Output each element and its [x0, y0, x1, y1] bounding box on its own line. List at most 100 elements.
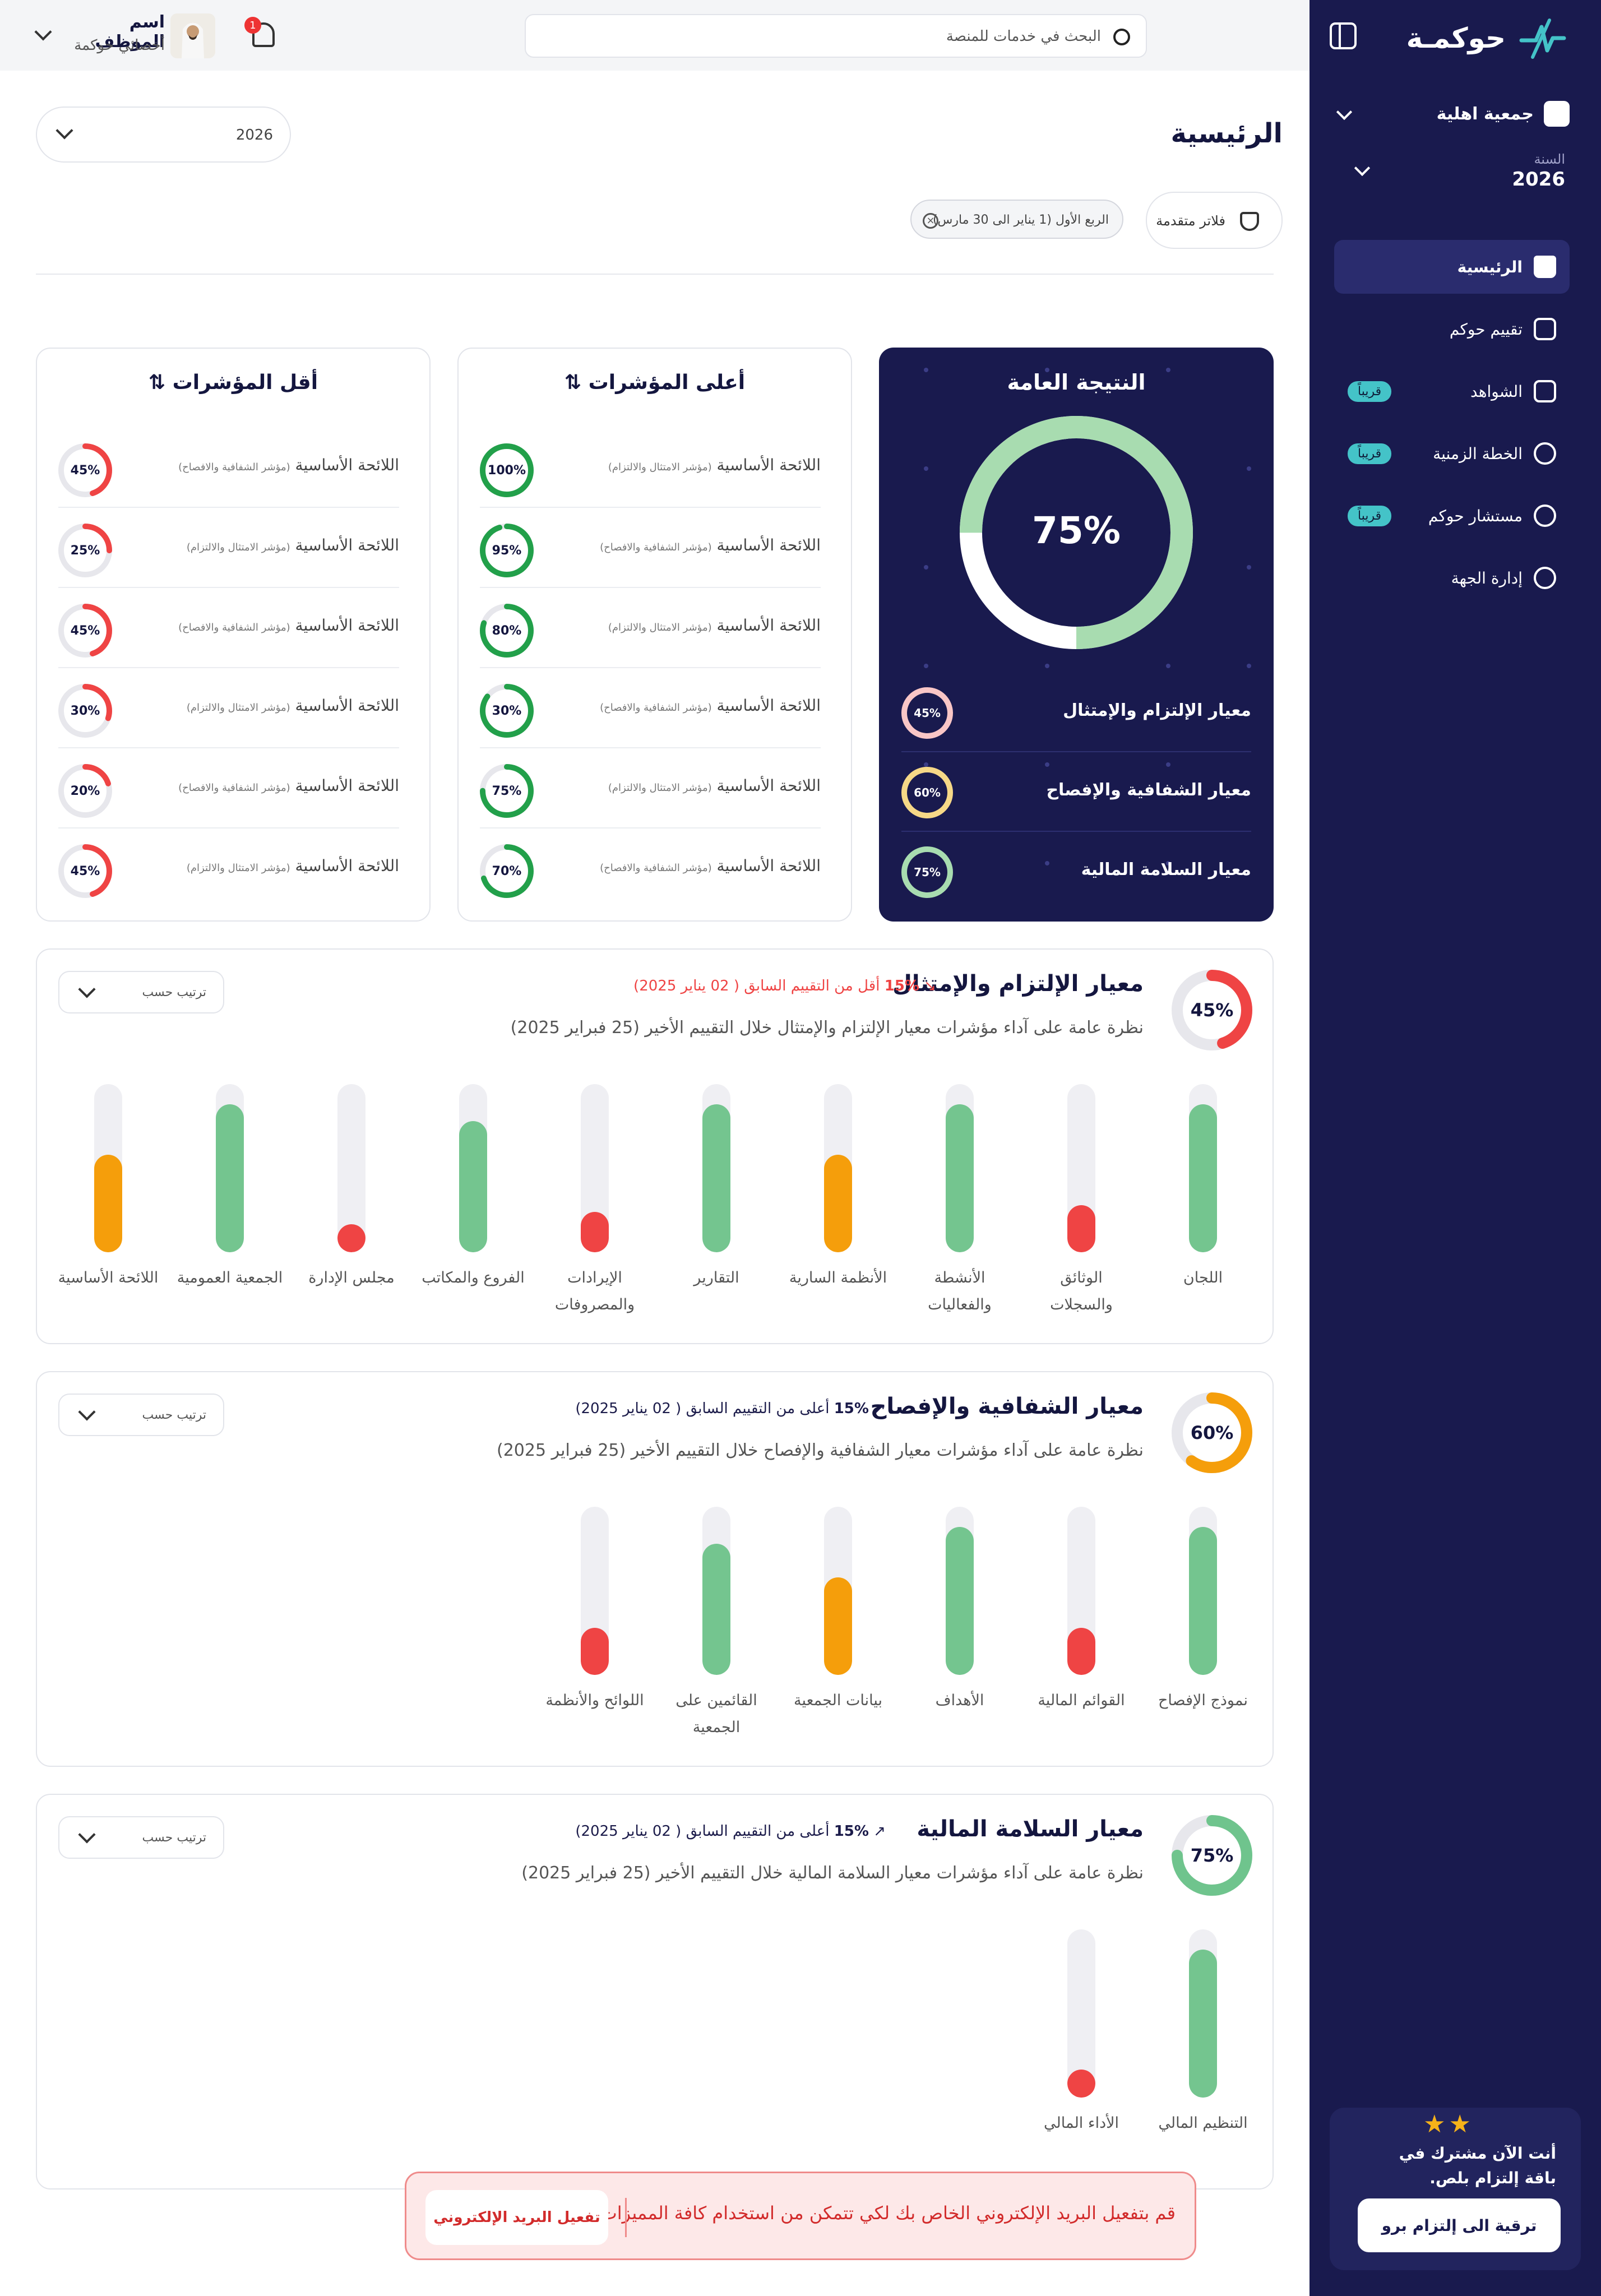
sort-dropdown[interactable]: ترتيب حسب	[58, 1394, 224, 1436]
indicator-percent: 70%	[492, 864, 522, 878]
indicator-row[interactable]: اللائحة الأساسية (مؤشر الشفافية والافصاح…	[480, 508, 821, 588]
bar[interactable]	[702, 1544, 730, 1675]
advanced-filters-button[interactable]: فلاتر متقدمة	[1146, 192, 1283, 249]
year-label: السنة	[1534, 151, 1566, 167]
bar[interactable]	[946, 1104, 974, 1252]
trend-down-icon: ↘	[924, 978, 936, 994]
sidebar-item-home[interactable]: الرئيسية	[1334, 240, 1570, 294]
bar-track	[1067, 1929, 1095, 2098]
standard-label: معيار الشفافية والإفصاح	[1046, 780, 1251, 800]
top-bar: 1 اسم الموظف أخصائي حوكمة	[0, 0, 1310, 71]
bar-track	[702, 1507, 730, 1675]
search-icon	[1113, 29, 1130, 45]
sidebar-item-advisor[interactable]: مستشار حوكم قريباً	[1334, 489, 1570, 543]
indicator-progress-ring	[480, 764, 534, 818]
logo-text: حوكمـة	[1406, 22, 1506, 54]
indicator-row[interactable]: اللائحة الأساسية (مؤشر الامتثال والالتزا…	[58, 828, 399, 909]
indicator-progress-ring	[58, 684, 112, 738]
overall-row[interactable]: معيار السلامة المالية 75%	[901, 833, 1251, 911]
bar-track	[1067, 1084, 1095, 1252]
overall-row[interactable]: معيار الشفافية والإفصاح 60%	[901, 753, 1251, 832]
standard-subtitle: نظرة عامة على آداء مؤشرات معيار الشفافية…	[496, 1441, 1144, 1460]
indicator-label: اللائحة الأساسية (مؤشر الشفافية والافصاح…	[178, 616, 399, 635]
indicator-progress-ring	[58, 764, 112, 818]
indicator-row[interactable]: اللائحة الأساسية (مؤشر الامتثال والالتزا…	[480, 588, 821, 668]
sidebar-item-settings[interactable]: إدارة الجهة	[1334, 551, 1570, 605]
indicator-percent: 45%	[70, 623, 100, 638]
bar[interactable]	[216, 1104, 244, 1252]
chevron-down-icon	[78, 980, 96, 998]
indicator-row[interactable]: اللائحة الأساسية (مؤشر الشفافية والافصاح…	[58, 428, 399, 508]
close-icon[interactable]: ×	[923, 213, 938, 229]
bar[interactable]	[1067, 1628, 1095, 1675]
bar[interactable]	[824, 1155, 852, 1252]
bar[interactable]	[702, 1104, 730, 1252]
bar-label: نموذج الإفصاح	[1158, 1692, 1248, 1709]
bar-track	[824, 1084, 852, 1252]
bar[interactable]	[94, 1155, 122, 1252]
percent-badge: 75%	[901, 846, 953, 898]
sidebar-item-timeline[interactable]: الخطة الزمنية قريباً	[1334, 427, 1570, 480]
indicator-row[interactable]: اللائحة الأساسية (مؤشر الشفافية والافصاح…	[480, 668, 821, 748]
sort-dropdown[interactable]: ترتيب حسب	[58, 971, 224, 1013]
user-name[interactable]: اسم الموظف	[95, 12, 165, 52]
sidebar-item-evaluation[interactable]: تقييم حوكم	[1334, 302, 1570, 356]
bar[interactable]	[1189, 1527, 1217, 1675]
sort-dropdown[interactable]: ترتيب حسب	[58, 1816, 224, 1859]
bar[interactable]	[459, 1121, 487, 1252]
app-logo[interactable]: حوكمـة	[1406, 16, 1567, 61]
overall-row[interactable]: معيار الإلتزام والإمتثال 45%	[901, 674, 1251, 752]
bar[interactable]	[337, 1224, 365, 1252]
bar-label: اللوائح والأنظمة	[545, 1692, 644, 1709]
indicator-percent: 80%	[492, 623, 522, 638]
chevron-down-icon[interactable]	[34, 23, 52, 41]
bar[interactable]	[1189, 1950, 1217, 2098]
sliders-icon	[1534, 318, 1556, 340]
search-box[interactable]	[525, 14, 1147, 58]
indicator-row[interactable]: اللائحة الأساسية (مؤشر الشفافية والافصاح…	[480, 828, 821, 909]
standard-percent: 75%	[1190, 1845, 1234, 1866]
search-input[interactable]	[596, 25, 1101, 48]
indicator-label: اللائحة الأساسية (مؤشر الامتثال والالتزا…	[608, 456, 821, 474]
indicator-progress-ring	[480, 684, 534, 738]
indicator-label: اللائحة الأساسية (مؤشر الشفافية والافصاح…	[600, 696, 821, 715]
gear-icon	[1534, 567, 1556, 589]
bar[interactable]	[824, 1577, 852, 1675]
activate-email-button[interactable]: تفعيل البريد الإلكتروني	[425, 2190, 608, 2245]
chevron-down-icon[interactable]	[1354, 160, 1371, 177]
bar[interactable]	[1067, 1205, 1095, 1252]
banner-message: قم بتفعيل البريد الإلكتروني الخاص بك لكي…	[538, 2202, 1176, 2224]
indicator-progress-ring	[58, 443, 112, 497]
bar-track	[824, 1507, 852, 1675]
sidebar-item-evidence[interactable]: الشواهد قريباً	[1334, 364, 1570, 418]
low-indicators-title[interactable]: أقل المؤشرات ⇅	[148, 371, 318, 394]
indicator-progress-ring	[58, 844, 112, 898]
sidebar-item-label: تقييم حوكم	[1449, 320, 1523, 339]
bar[interactable]	[581, 1212, 609, 1252]
bell-icon[interactable]	[252, 22, 275, 47]
chevron-down-icon[interactable]	[1336, 104, 1353, 121]
avatar[interactable]	[170, 13, 215, 58]
year-select[interactable]: 2026	[36, 107, 291, 163]
indicator-row[interactable]: اللائحة الأساسية (مؤشر الشفافية والافصاح…	[58, 748, 399, 828]
indicator-row[interactable]: اللائحة الأساسية (مؤشر الامتثال والالتزا…	[480, 748, 821, 828]
indicator-row[interactable]: اللائحة الأساسية (مؤشر الامتثال والالتزا…	[58, 668, 399, 748]
bar-track	[1189, 1507, 1217, 1675]
sidebar-item-label: مستشار حوكم	[1428, 506, 1523, 525]
chip-label: الربع الأول (1 يناير الى 30 مارس)	[932, 213, 1109, 227]
indicator-row[interactable]: اللائحة الأساسية (مؤشر الشفافية والافصاح…	[58, 588, 399, 668]
indicator-row[interactable]: اللائحة الأساسية (مؤشر الامتثال والالتزا…	[58, 508, 399, 588]
upgrade-button[interactable]: ترقية الى إلتزام برو	[1358, 2198, 1561, 2252]
bar[interactable]	[1067, 2070, 1095, 2098]
bar[interactable]	[581, 1628, 609, 1675]
bar[interactable]	[946, 1527, 974, 1675]
sidebar-toggle-icon[interactable]	[1330, 22, 1357, 49]
top-indicators-title[interactable]: أعلى المؤشرات ⇅	[564, 371, 746, 394]
bar-label: الفروع والمكاتب	[422, 1269, 525, 1286]
org-switcher[interactable]: جمعية اهلية	[1437, 101, 1570, 127]
indicator-row[interactable]: اللائحة الأساسية (مؤشر الامتثال والالتزا…	[480, 428, 821, 508]
percent-badge: 60%	[901, 767, 953, 818]
bar[interactable]	[1189, 1104, 1217, 1252]
year-value[interactable]: 2026	[1512, 168, 1565, 191]
bar-label: التنظيم المالي	[1158, 2114, 1248, 2132]
